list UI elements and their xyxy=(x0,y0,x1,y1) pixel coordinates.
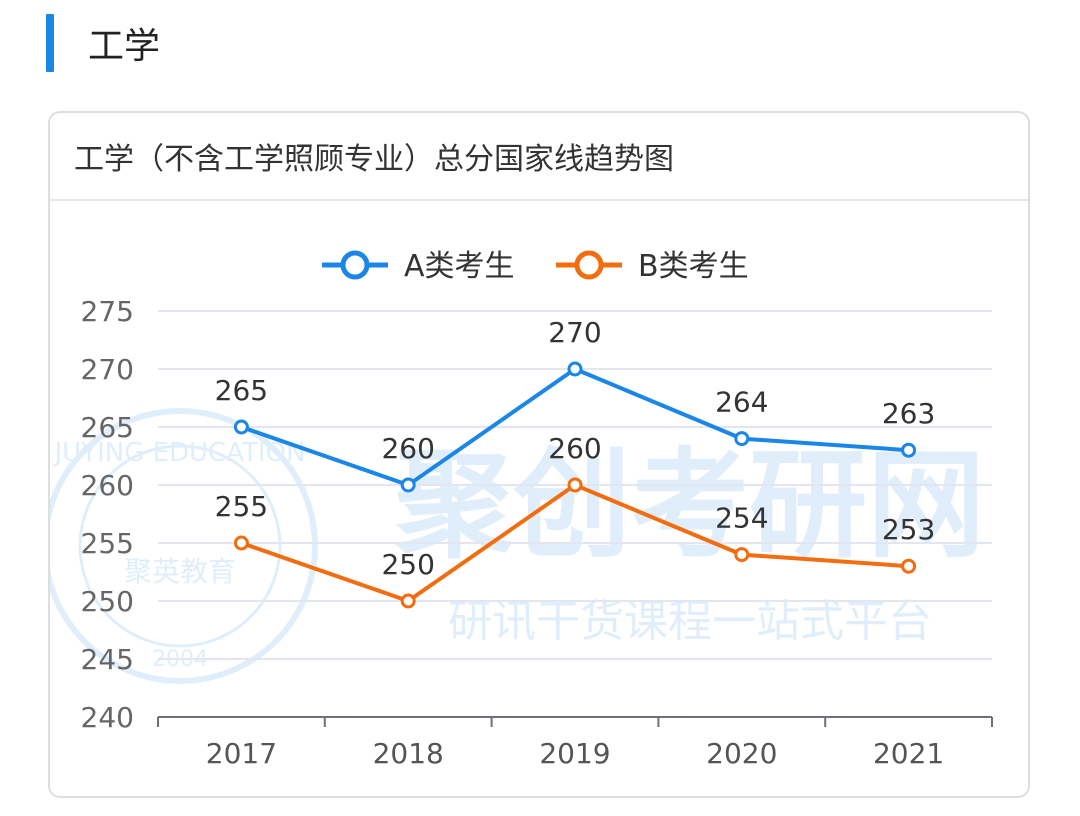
x-tick-label: 2021 xyxy=(873,737,944,770)
series-b: 255 250 260 254 253 xyxy=(215,432,935,609)
legend-marker xyxy=(340,250,370,280)
legend[interactable]: A类考生 B类考生 xyxy=(322,249,749,284)
y-tick-label: 255 xyxy=(81,527,134,560)
watermark-main: 聚创考研网 xyxy=(394,436,985,574)
data-point[interactable] xyxy=(567,477,583,493)
watermark: JUYING EDUCATION 聚英教育 2004 聚创考研网 研讯干货课程一… xyxy=(50,408,985,684)
data-label: 263 xyxy=(882,397,935,430)
data-label: 254 xyxy=(715,502,768,535)
watermark-seal-inner xyxy=(78,444,282,648)
watermark-seal-ring xyxy=(50,408,318,684)
chart-card: 工学（不含工学照顾专业）总分国家线趋势图 JUYING EDUCATION 聚英… xyxy=(48,111,1030,798)
x-tick-label: 2019 xyxy=(539,737,610,770)
y-tick-label: 270 xyxy=(81,353,134,386)
data-label: 260 xyxy=(381,432,434,465)
data-label: 250 xyxy=(381,548,434,581)
x-tick-label: 2018 xyxy=(373,737,444,770)
data-point[interactable] xyxy=(901,442,917,458)
section-accent-bar xyxy=(46,14,54,72)
data-point[interactable] xyxy=(734,547,750,563)
data-point[interactable] xyxy=(734,431,750,447)
legend-label: A类考生 xyxy=(404,249,515,284)
legend-marker xyxy=(574,250,604,280)
data-label: 265 xyxy=(215,374,268,407)
y-tick-label: 275 xyxy=(81,295,134,328)
series-layer: 265 260 270 264 263 255 250 260 254 253 xyxy=(215,316,935,609)
data-point[interactable] xyxy=(901,558,917,574)
data-label: 270 xyxy=(548,316,601,349)
card-title: 工学（不含工学照顾专业）总分国家线趋势图 xyxy=(74,142,674,177)
legend-item-a[interactable]: A类考生 xyxy=(322,249,515,284)
card-header: 工学（不含工学照顾专业）总分国家线趋势图 xyxy=(50,113,1028,201)
watermark-seal-name: 聚英教育 xyxy=(124,555,236,588)
x-tick-label: 2017 xyxy=(206,737,277,770)
series-a: 265 260 270 264 263 xyxy=(215,316,935,493)
data-point[interactable] xyxy=(233,535,249,551)
watermark-seal-text: JUYING EDUCATION xyxy=(53,438,306,468)
data-label: 255 xyxy=(215,490,268,523)
axes: 240 245 250 255 260 265 270 275 2017 2018 2019 2020… xyxy=(81,295,993,770)
data-point[interactable] xyxy=(567,361,583,377)
section-title: 工学 xyxy=(88,26,161,67)
legend-item-b[interactable]: B类考生 xyxy=(556,249,749,284)
watermark-sub: 研讯干货课程一站式平台 xyxy=(448,596,932,647)
y-tick-label: 245 xyxy=(81,643,134,676)
y-tick-label: 260 xyxy=(81,469,134,502)
y-tick-label: 250 xyxy=(81,585,134,618)
data-label: 260 xyxy=(548,432,601,465)
y-tick-label: 240 xyxy=(81,701,134,734)
y-tick-label: 265 xyxy=(81,411,134,444)
chart-area: JUYING EDUCATION 聚英教育 2004 聚创考研网 研讯干货课程一… xyxy=(50,201,1028,796)
data-point[interactable] xyxy=(233,419,249,435)
x-tick-label: 2020 xyxy=(706,737,777,770)
data-point[interactable] xyxy=(400,477,416,493)
section-header: 工学 xyxy=(46,14,160,72)
line-chart: JUYING EDUCATION 聚英教育 2004 聚创考研网 研讯干货课程一… xyxy=(50,249,993,770)
data-point[interactable] xyxy=(400,593,416,609)
data-label: 253 xyxy=(882,513,935,546)
data-label: 264 xyxy=(715,386,768,419)
legend-label: B类考生 xyxy=(638,249,749,284)
